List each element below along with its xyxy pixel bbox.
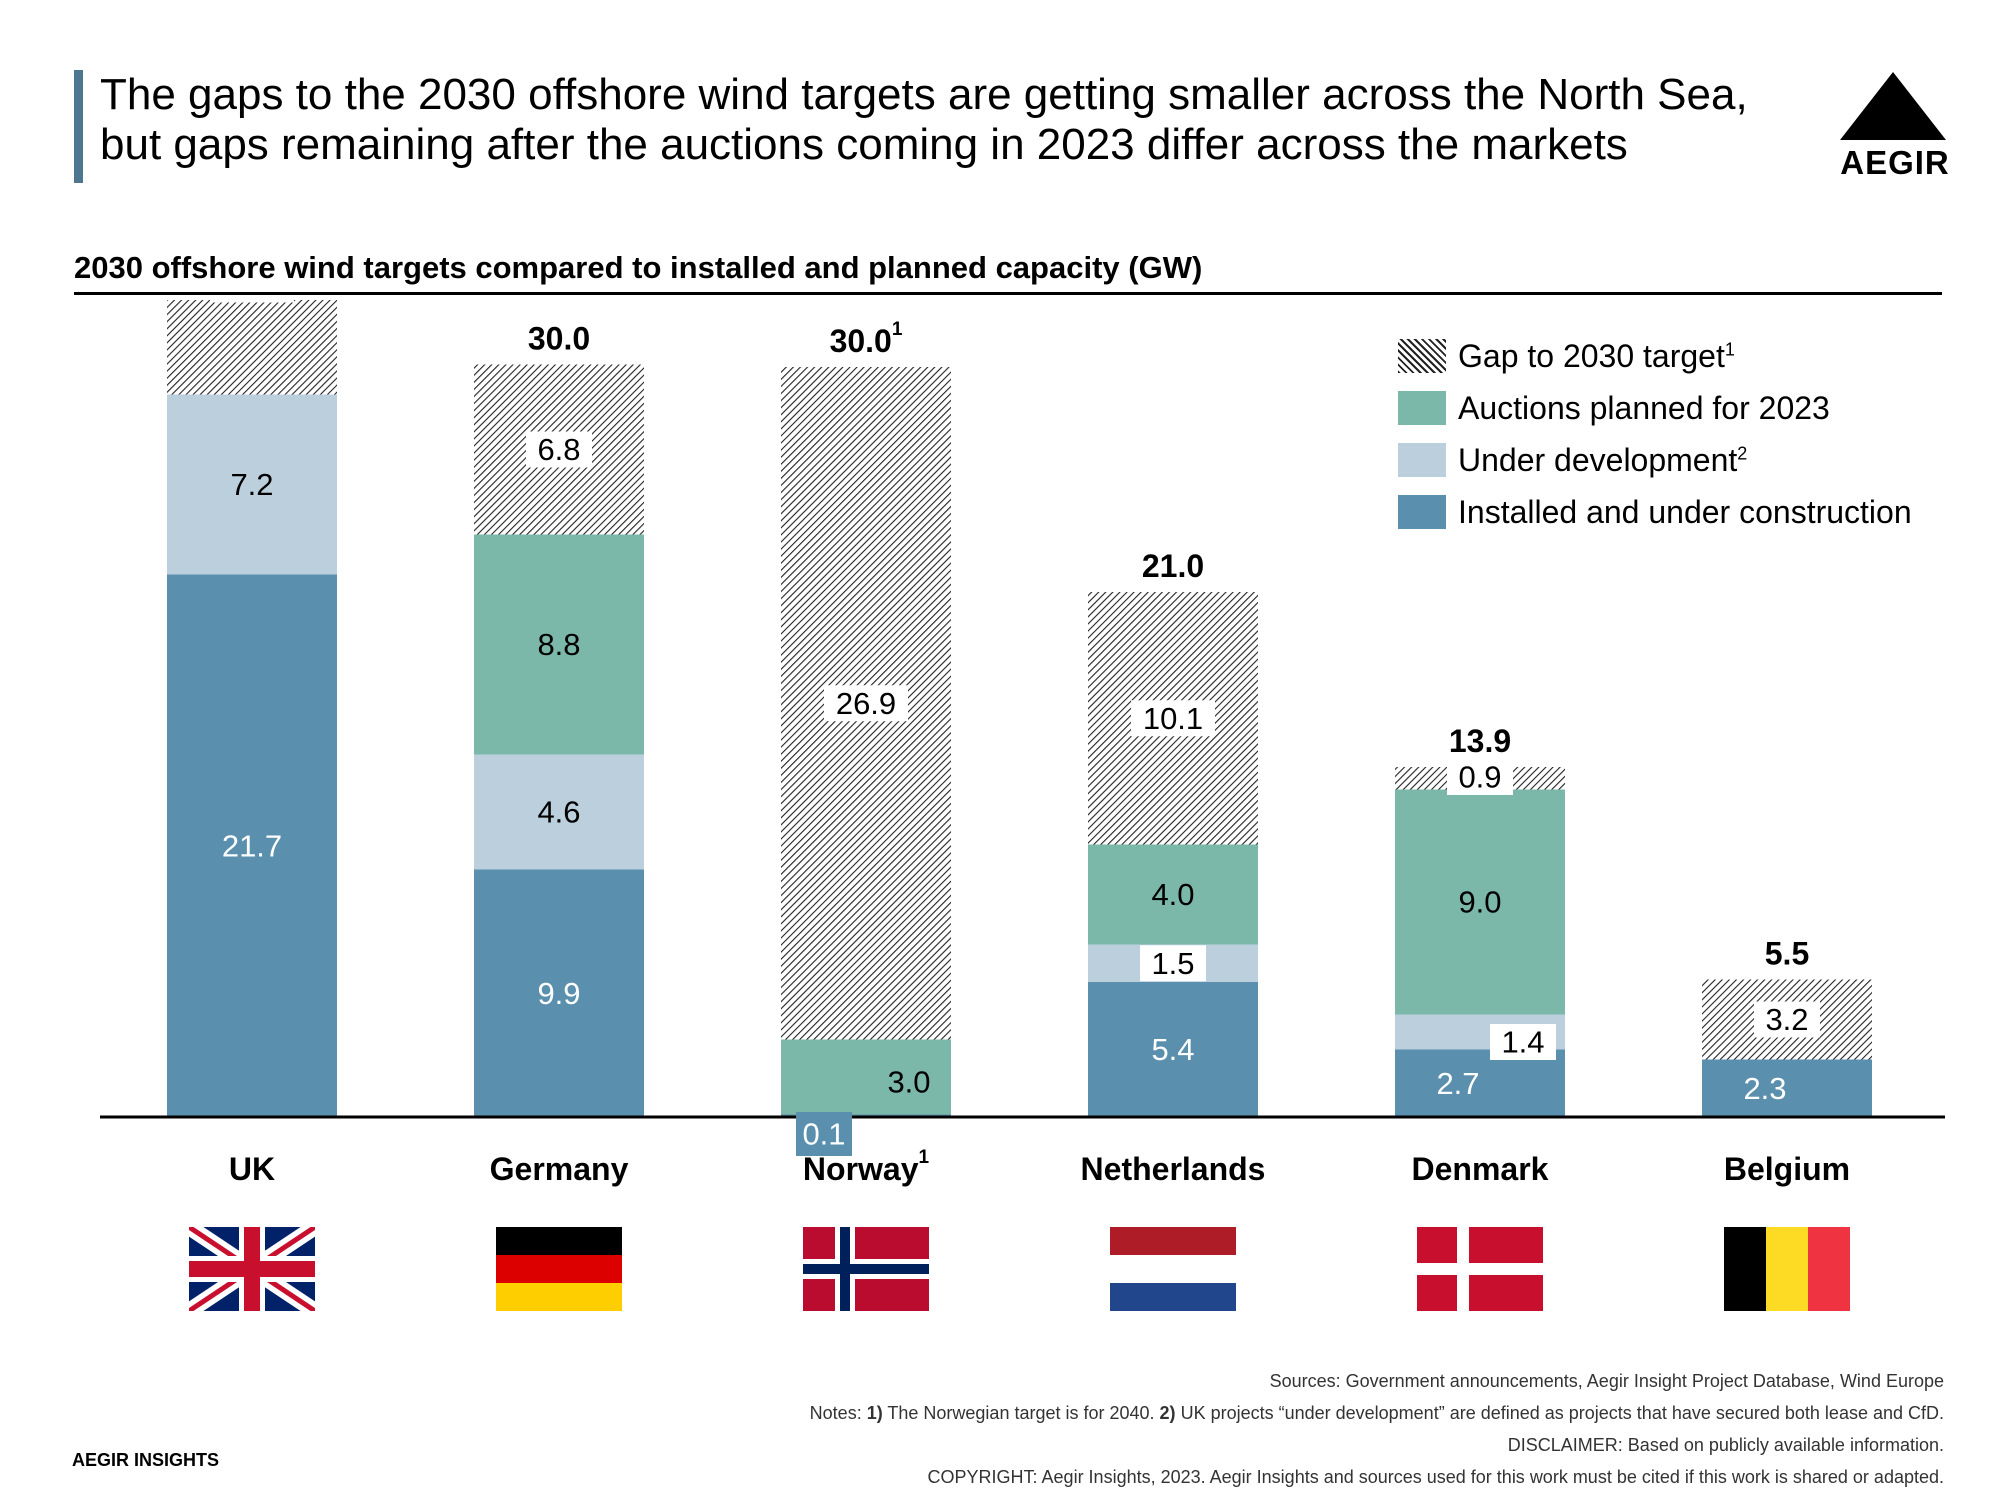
- data-label-netherlands-under-development: 1.5: [1151, 946, 1194, 981]
- total-label-germany: 30.0: [528, 321, 590, 357]
- bar-netherlands-auctions-planned-for-2023: [1088, 844, 1258, 945]
- bar-norway-auctions-planned-for-2023: [781, 1039, 951, 1115]
- footer-copyright: COPYRIGHT: Aegir Insights, 2023. Aegir I…: [927, 1467, 1944, 1487]
- germany-flag-icon: [496, 1227, 622, 1311]
- legend-swatch: [1398, 443, 1446, 477]
- bar-belgium-installed-and-under-construction: [1702, 1059, 1872, 1117]
- logo-text: AEGIR: [1840, 144, 1950, 181]
- category-label-uk: UK: [229, 1151, 275, 1187]
- note2-text: UK projects “under development” are defi…: [1175, 1403, 1944, 1423]
- data-label-germany-gap-to-2030-target-bg: [526, 431, 592, 468]
- note1-text: The Norwegian target is for 2040.: [882, 1403, 1160, 1423]
- uk-flag-icon: [184, 1220, 320, 1318]
- footer-disclaimer: DISCLAIMER: Based on publicly available …: [1507, 1435, 1944, 1455]
- norway-flag-icon: [803, 1227, 929, 1311]
- legend-item-gap-to-2030-target: Gap to 2030 target1: [1398, 330, 1912, 382]
- data-label-belgium-gap-to-2030-target: 3.2: [1765, 1002, 1808, 1037]
- belgium-flag-icon: [1724, 1227, 1850, 1311]
- footer-brand: AEGIR INSIGHTS: [72, 1450, 220, 1470]
- aegir-logo: AEGIR: [1820, 72, 1970, 182]
- data-label-germany-gap-to-2030-target: 6.8: [537, 432, 580, 467]
- data-label-netherlands-auctions-planned-for-2023: 4.0: [1151, 877, 1194, 912]
- page-title: The gaps to the 2030 offshore wind targe…: [100, 70, 1820, 170]
- legend-item-under-development: Under development2: [1398, 434, 1912, 486]
- legend-swatch: [1398, 391, 1446, 425]
- legend-label: Auctions planned for 2023: [1458, 389, 1830, 426]
- data-label-netherlands-gap-to-2030-target-bg: [1131, 700, 1215, 737]
- legend-item-auctions-planned-for-2023: Auctions planned for 2023: [1398, 382, 1912, 434]
- data-label-germany-installed-and-under-construction: 9.9: [537, 976, 580, 1011]
- data-label-belgium-gap-to-2030-target-bg: [1754, 1001, 1820, 1038]
- footer-notes: Sources: Government announcements, Aegir…: [810, 1365, 1944, 1493]
- bar-uk-gap-to-2030-target: [167, 300, 337, 395]
- data-label-denmark-under-development: 1.4: [1501, 1025, 1544, 1060]
- chart-title-divider: [74, 292, 1942, 295]
- data-label-norway-gap-to-2030-target: 26.9: [836, 686, 896, 721]
- note2-marker: 2): [1159, 1403, 1176, 1423]
- stacked-bar-chart: 21.77.221.150.0UK9.94.68.86.830.0Germany…: [100, 300, 1945, 1188]
- netherlands-flag-icon: [1110, 1227, 1236, 1311]
- total-label-denmark: 13.9: [1449, 723, 1511, 759]
- bar-netherlands-installed-and-under-construction: [1088, 982, 1258, 1117]
- category-label-norway: Norway1: [803, 1147, 930, 1188]
- data-label-denmark-under-development-bg: [1490, 1024, 1556, 1060]
- footer-notes-line: Notes: 1) The Norwegian target is for 20…: [810, 1397, 1944, 1429]
- title-accent-bar: [74, 70, 83, 183]
- data-label-uk-gap-to-2030-target: 21.1: [222, 300, 282, 302]
- legend-swatch: [1398, 495, 1446, 529]
- data-label-uk-under-development: 7.2: [230, 467, 273, 502]
- footer-sources: Sources: Government announcements, Aegir…: [1269, 1371, 1944, 1391]
- data-label-denmark-gap-to-2030-target-bg: [1447, 759, 1513, 795]
- data-label-netherlands-installed-and-under-construction: 5.4: [1151, 1032, 1194, 1067]
- bar-uk-under-development: [167, 394, 337, 575]
- legend-label: Under development2: [1458, 441, 1748, 478]
- data-label-norway-gap-to-2030-target-bg: [824, 685, 908, 722]
- legend-label: Gap to 2030 target1: [1458, 337, 1735, 374]
- data-label-norway-auctions-planned-for-2023: 3.0: [887, 1065, 930, 1100]
- denmark-flag-icon: [1417, 1227, 1543, 1311]
- logo-triangle-icon: [1840, 72, 1946, 140]
- data-label-belgium-installed-and-under-construction: 2.3: [1743, 1071, 1786, 1106]
- page-title-line-2: but gaps remaining after the auctions co…: [100, 120, 1628, 169]
- category-label-germany: Germany: [490, 1151, 629, 1187]
- total-label-belgium: 5.5: [1765, 936, 1809, 972]
- bar-germany-installed-and-under-construction: [474, 869, 644, 1117]
- category-label-netherlands: Netherlands: [1081, 1151, 1266, 1187]
- data-label-uk-installed-and-under-construction: 21.7: [222, 828, 282, 863]
- data-label-denmark-gap-to-2030-target: 0.9: [1458, 760, 1501, 795]
- legend-swatch: [1398, 339, 1446, 373]
- data-label-netherlands-gap-to-2030-target: 10.1: [1143, 701, 1203, 736]
- bar-uk-installed-and-under-construction: [167, 574, 337, 1117]
- legend-item-installed-and-under-construction: Installed and under construction: [1398, 486, 1912, 538]
- data-label-denmark-auctions-planned-for-2023: 9.0: [1458, 885, 1501, 920]
- category-label-denmark: Denmark: [1412, 1151, 1549, 1187]
- data-label-uk-gap-to-2030-target-bg: [210, 300, 294, 303]
- data-label-germany-auctions-planned-for-2023: 8.8: [537, 627, 580, 662]
- note1-marker: 1): [866, 1403, 883, 1423]
- chart-legend: Gap to 2030 target1 Auctions planned for …: [1398, 330, 1912, 538]
- data-label-germany-under-development: 4.6: [537, 795, 580, 830]
- page-title-line-1: The gaps to the 2030 offshore wind targe…: [100, 70, 1748, 119]
- data-label-netherlands-under-development-bg: [1140, 945, 1206, 982]
- data-label-norway-installed-and-under-construction: 0.1: [802, 1117, 845, 1152]
- category-footnote-marker: 1: [919, 1147, 930, 1168]
- chart-title: 2030 offshore wind targets compared to i…: [74, 250, 1203, 285]
- data-label-denmark-installed-and-under-construction: 2.7: [1436, 1066, 1479, 1101]
- bar-germany-under-development: [474, 754, 644, 870]
- legend-label: Installed and under construction: [1458, 493, 1912, 530]
- total-footnote-marker: 1: [892, 319, 903, 340]
- notes-prefix: Notes:: [809, 1403, 867, 1423]
- bar-denmark-installed-and-under-construction: [1395, 1049, 1565, 1117]
- total-label-norway: 30.01: [830, 319, 903, 360]
- bar-denmark-auctions-planned-for-2023: [1395, 789, 1565, 1015]
- data-label-norway-installed-and-under-construction-bg: [796, 1112, 852, 1156]
- total-label-netherlands: 21.0: [1142, 548, 1204, 584]
- category-label-belgium: Belgium: [1724, 1151, 1850, 1187]
- bar-germany-auctions-planned-for-2023: [474, 534, 644, 755]
